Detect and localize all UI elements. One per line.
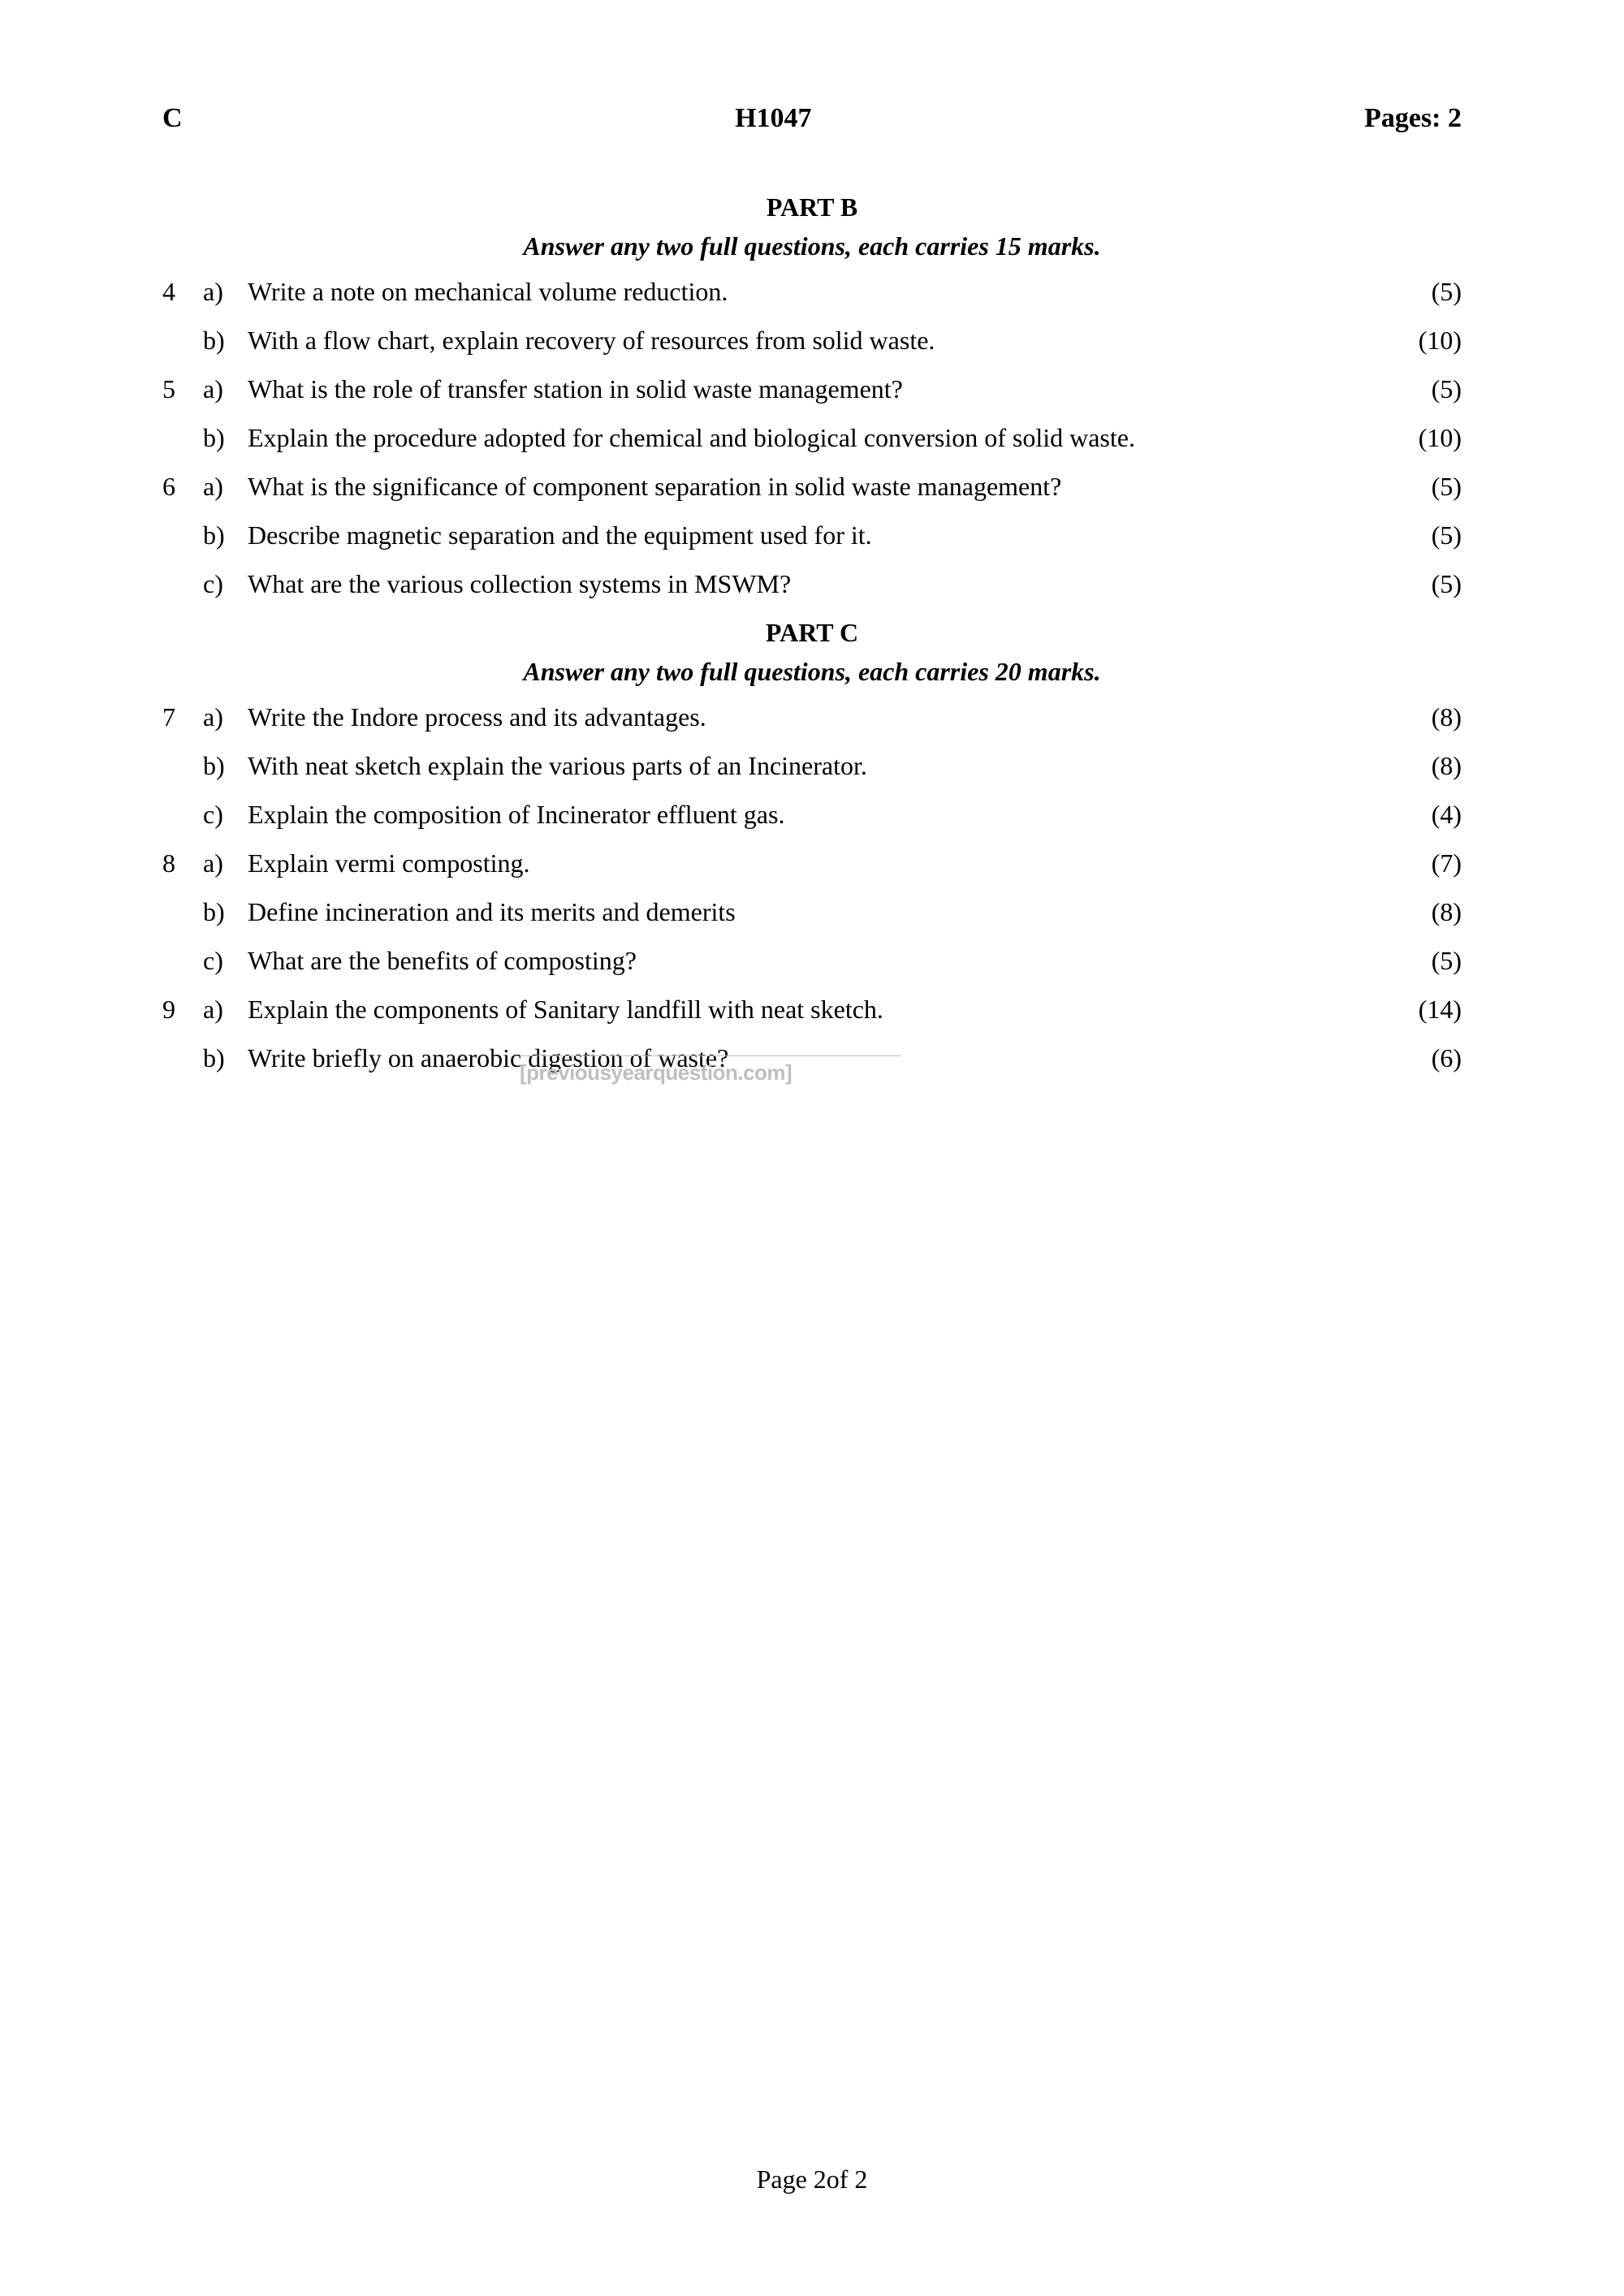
question-sub: a) (203, 990, 248, 1029)
header-right: Pages: 2 (1364, 97, 1462, 139)
question-text: With neat sketch explain the various par… (248, 746, 1397, 785)
question-marks: (6) (1397, 1038, 1462, 1077)
question-text: Explain the components of Sanitary landf… (248, 990, 1397, 1029)
question-marks: (14) (1397, 990, 1462, 1029)
question-marks: (5) (1397, 272, 1462, 311)
question-9a: 9 a) Explain the components of Sanitary … (162, 990, 1462, 1029)
question-marks: (5) (1397, 941, 1462, 980)
question-6a: 6 a) What is the significance of compone… (162, 467, 1462, 506)
question-text: Describe magnetic separation and the equ… (248, 516, 1397, 555)
part-b-title: PART B (162, 188, 1462, 227)
question-marks: (4) (1397, 795, 1462, 834)
question-number: 7 (162, 697, 203, 736)
question-marks: (8) (1397, 892, 1462, 931)
question-text: Write a note on mechanical volume reduct… (248, 272, 1397, 311)
question-text: Define incineration and its merits and d… (248, 892, 1397, 931)
question-sub: a) (203, 369, 248, 408)
header-center: H1047 (735, 97, 811, 139)
part-c-instruction: Answer any two full questions, each carr… (162, 652, 1462, 691)
question-marks: (8) (1397, 746, 1462, 785)
question-marks: (5) (1397, 369, 1462, 408)
question-sub: a) (203, 467, 248, 506)
question-7c: c) Explain the composition of Incinerato… (162, 795, 1462, 834)
question-4a: 4 a) Write a note on mechanical volume r… (162, 272, 1462, 311)
question-9b: b) Write briefly on anaerobic digestion … (162, 1038, 1462, 1077)
question-sub: c) (203, 564, 248, 603)
question-sub: c) (203, 941, 248, 980)
question-sub: a) (203, 272, 248, 311)
question-number: 9 (162, 990, 203, 1029)
question-sub: c) (203, 795, 248, 834)
question-marks: (10) (1397, 418, 1462, 457)
question-8c: c) What are the benefits of composting? … (162, 941, 1462, 980)
question-7a: 7 a) Write the Indore process and its ad… (162, 697, 1462, 736)
watermark-text: [previousyearquestion.com] (520, 1057, 792, 1089)
part-c: PART C Answer any two full questions, ea… (162, 613, 1462, 1077)
question-sub: b) (203, 746, 248, 785)
question-text: What are the benefits of composting? (248, 941, 1397, 980)
question-7b: b) With neat sketch explain the various … (162, 746, 1462, 785)
question-text: What are the various collection systems … (248, 564, 1397, 603)
question-marks: (8) (1397, 697, 1462, 736)
question-4b: b) With a flow chart, explain recovery o… (162, 321, 1462, 360)
question-sub: b) (203, 321, 248, 360)
question-text: What is the role of transfer station in … (248, 369, 1397, 408)
question-text: Explain the procedure adopted for chemic… (248, 418, 1397, 457)
watermark-line (520, 1055, 901, 1056)
question-6b: b) Describe magnetic separation and the … (162, 516, 1462, 555)
question-marks: (5) (1397, 467, 1462, 506)
question-5b: b) Explain the procedure adopted for che… (162, 418, 1462, 457)
question-marks: (10) (1397, 321, 1462, 360)
page-header: C H1047 Pages: 2 (162, 97, 1462, 139)
question-sub: b) (203, 1038, 248, 1077)
question-5a: 5 a) What is the role of transfer statio… (162, 369, 1462, 408)
question-8b: b) Define incineration and its merits an… (162, 892, 1462, 931)
question-text: What is the significance of component se… (248, 467, 1397, 506)
question-marks: (5) (1397, 564, 1462, 603)
question-text: Write briefly on anaerobic digestion of … (248, 1038, 1397, 1077)
question-text: Write the Indore process and its advanta… (248, 697, 1397, 736)
question-number: 4 (162, 272, 203, 311)
part-b-instruction: Answer any two full questions, each carr… (162, 227, 1462, 265)
part-c-title: PART C (162, 613, 1462, 652)
question-number: 8 (162, 844, 203, 883)
page-footer: Page 2of 2 (0, 2160, 1624, 2199)
question-sub: b) (203, 516, 248, 555)
question-sub: a) (203, 844, 248, 883)
question-number: 5 (162, 369, 203, 408)
header-left: C (162, 97, 183, 139)
question-marks: (7) (1397, 844, 1462, 883)
question-text: Explain the composition of Incinerator e… (248, 795, 1397, 834)
question-number: 6 (162, 467, 203, 506)
question-sub: b) (203, 892, 248, 931)
question-text: Explain vermi composting. (248, 844, 1397, 883)
part-b: PART B Answer any two full questions, ea… (162, 188, 1462, 603)
question-text: With a flow chart, explain recovery of r… (248, 321, 1397, 360)
question-sub: a) (203, 697, 248, 736)
question-6c: c) What are the various collection syste… (162, 564, 1462, 603)
question-8a: 8 a) Explain vermi composting. (7) (162, 844, 1462, 883)
question-sub: b) (203, 418, 248, 457)
question-marks: (5) (1397, 516, 1462, 555)
